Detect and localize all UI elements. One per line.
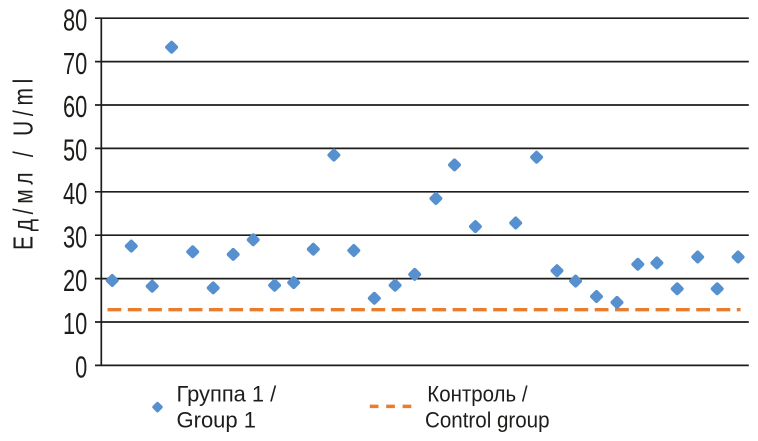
svg-text:40: 40: [63, 176, 87, 210]
svg-text:Control group: Control group: [425, 408, 550, 433]
svg-text:Группа 1 /: Группа 1 /: [177, 382, 278, 407]
svg-text:50: 50: [63, 133, 87, 167]
svg-text:10: 10: [63, 307, 87, 341]
svg-text:70: 70: [63, 46, 87, 80]
svg-text:0: 0: [75, 350, 87, 384]
svg-text:Group 1: Group 1: [177, 408, 257, 433]
svg-text:Ед/мл / U/ml: Ед/мл / U/ml: [9, 74, 40, 250]
svg-text:60: 60: [63, 90, 87, 124]
svg-text:80: 80: [63, 3, 87, 37]
svg-text:30: 30: [63, 220, 87, 254]
svg-text:Контроль /: Контроль /: [427, 382, 527, 407]
svg-text:20: 20: [63, 263, 87, 297]
